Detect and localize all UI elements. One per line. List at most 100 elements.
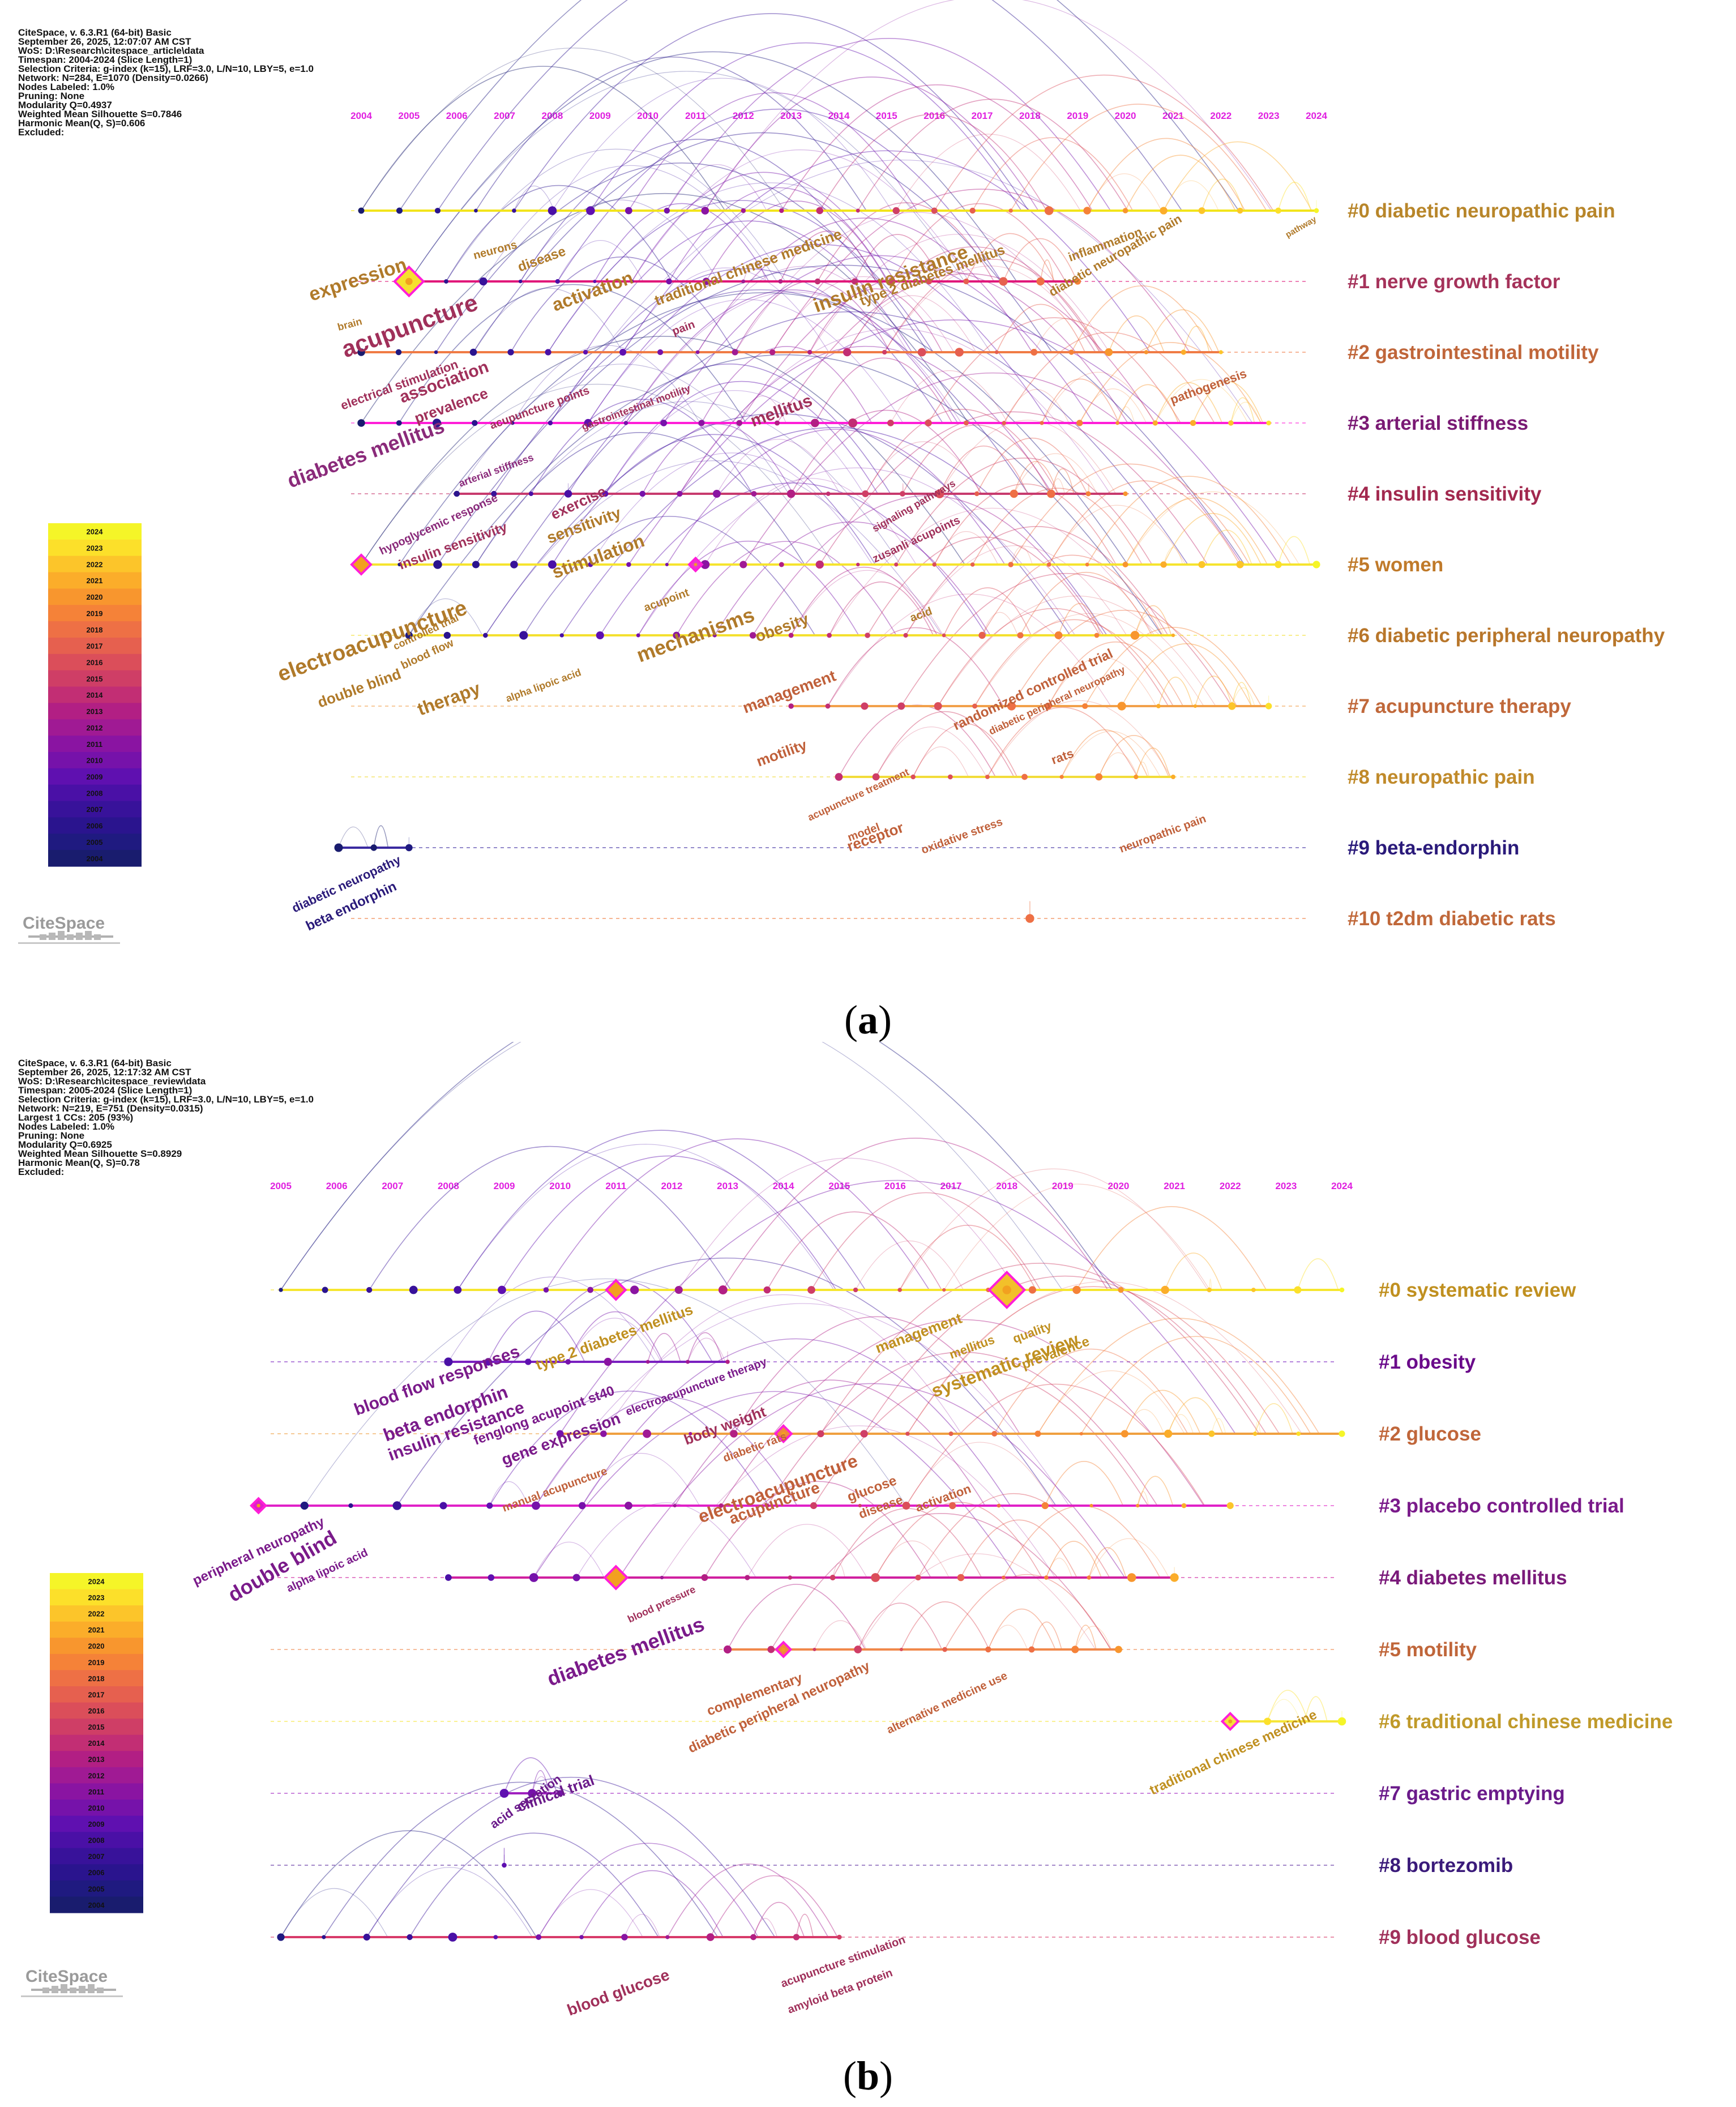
- cluster-node: [739, 561, 747, 569]
- citation-arc: [771, 1513, 1112, 1650]
- keyword-label: acupuncture points: [488, 384, 591, 432]
- legend-swatch: [48, 686, 142, 704]
- legend-swatch: [50, 1767, 143, 1784]
- citation-arc: [446, 148, 786, 282]
- year-label: 2016: [884, 1181, 906, 1191]
- cluster-node: [469, 348, 477, 356]
- legend-year: 2015: [87, 674, 103, 683]
- citation-arc: [501, 1155, 837, 1290]
- cluster-node: [769, 349, 776, 356]
- citation-arc: [934, 531, 998, 565]
- cluster-node: [730, 1430, 738, 1438]
- legend-swatch: [48, 572, 142, 589]
- cluster-node: [848, 418, 858, 428]
- citation-arc: [1231, 682, 1252, 707]
- cluster-node: [370, 844, 377, 851]
- logo-block: [52, 1986, 58, 1993]
- cluster-node: [588, 562, 593, 567]
- citation-arc: [865, 441, 982, 494]
- cluster-node: [357, 348, 365, 356]
- burst-node-core: [256, 1503, 260, 1508]
- legend-year: 2019: [87, 609, 103, 618]
- cluster-node: [837, 1934, 842, 1940]
- citation-arc: [493, 289, 1029, 494]
- cluster-label: #8 bortezomib: [1379, 1854, 1513, 1877]
- citation-arc: [944, 1574, 1111, 1650]
- cluster-node: [779, 562, 784, 567]
- citation-arc: [475, 57, 867, 211]
- citation-arc: [1137, 1476, 1174, 1506]
- cluster-node: [829, 1575, 836, 1580]
- cluster-node: [392, 1501, 401, 1510]
- citation-arc: [1071, 285, 1213, 353]
- legend-swatch: [48, 817, 142, 834]
- cluster-node: [444, 1357, 453, 1366]
- citation-arc: [752, 1902, 805, 1938]
- metadata-line: Weighted Mean Silhouette S=0.7846: [18, 109, 182, 119]
- metadata-line: Timespan: 2004-2024 (Slice Length=1): [18, 54, 193, 65]
- citation-arc: [814, 1620, 867, 1650]
- keyword-label: alternative medicine use: [885, 1669, 1010, 1736]
- citation-arc: [1158, 677, 1194, 707]
- citation-arc: [510, 256, 735, 353]
- year-label: 2010: [637, 110, 659, 121]
- cluster-node: [657, 349, 664, 356]
- cluster-node: [1314, 208, 1319, 213]
- cluster-node: [1251, 1288, 1256, 1292]
- cluster-label: #4 insulin sensitivity: [1348, 483, 1542, 505]
- legend-swatch: [50, 1832, 143, 1849]
- year-label: 2014: [773, 1181, 794, 1191]
- year-label: 2011: [685, 110, 706, 121]
- citation-arc: [1134, 614, 1164, 636]
- metadata-line: CiteSpace, v. 6.3.R1 (64-bit) Basic: [18, 27, 172, 38]
- cluster-node: [1198, 561, 1205, 569]
- citation-arc: [1033, 318, 1101, 353]
- cluster-node: [957, 1574, 965, 1582]
- cluster-node: [1010, 489, 1018, 498]
- metadata-line: Network: N=284, E=1070 (Density=0.0266): [18, 72, 208, 83]
- citation-arc: [1088, 1538, 1169, 1578]
- legend-year: 2014: [88, 1739, 105, 1747]
- citation-arc: [538, 1889, 643, 1938]
- legend-year: 2017: [87, 642, 103, 651]
- cluster-node: [779, 208, 784, 213]
- cluster-node: [1026, 914, 1033, 922]
- cluster-node: [1312, 561, 1320, 569]
- citation-arc: [1087, 173, 1162, 211]
- citation-arc: [943, 587, 1032, 636]
- citation-arc: [1041, 372, 1155, 424]
- citation-arc: [1003, 238, 1078, 282]
- keyword-label: double blind: [315, 665, 403, 711]
- citation-arc: [733, 1316, 1020, 1434]
- citation-arc: [1003, 389, 1070, 424]
- burst-node-core: [613, 1287, 618, 1293]
- citation-arc: [366, 1776, 776, 1938]
- cluster-node: [1085, 491, 1091, 497]
- citation-arc: [323, 1781, 719, 1938]
- citation-arc: [399, 0, 1239, 211]
- citation-arc: [1084, 627, 1262, 707]
- cluster-node: [1294, 1286, 1302, 1294]
- citation-arc: [483, 165, 777, 282]
- cluster-node: [887, 420, 894, 426]
- cluster-node: [899, 1647, 903, 1652]
- year-label: 2015: [876, 110, 897, 121]
- citation-arc: [667, 1864, 829, 1938]
- citation-arc: [1049, 505, 1186, 565]
- cluster-node: [1028, 1646, 1035, 1653]
- citation-arc: [996, 304, 1085, 353]
- cluster-node: [434, 207, 441, 214]
- citation-arc: [1076, 1206, 1267, 1290]
- cluster-label: #3 arterial stiffness: [1348, 412, 1528, 434]
- cluster-node: [525, 1358, 532, 1365]
- citation-arc: [905, 1383, 1205, 1506]
- citation-arc: [1164, 1253, 1222, 1290]
- cluster-node: [786, 489, 796, 498]
- citation-arc: [875, 1502, 1042, 1578]
- cluster-node: [445, 1574, 452, 1581]
- citation-arc: [1168, 1397, 1224, 1434]
- legend-year: 2008: [87, 789, 103, 797]
- cluster-node: [482, 632, 488, 638]
- legend-swatch: [48, 588, 142, 605]
